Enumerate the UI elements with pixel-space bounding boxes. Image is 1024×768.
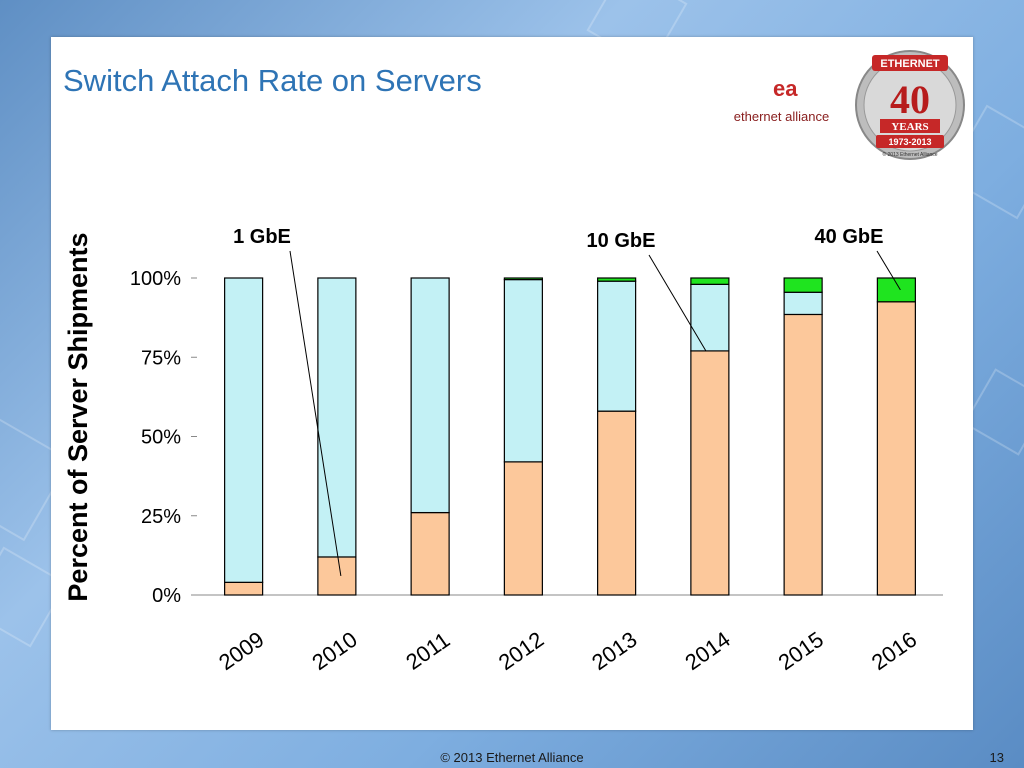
badge-range-ribbon (876, 135, 944, 148)
bar-10gbe-2009 (224, 277, 264, 583)
slide-title: Switch Attach Rate on Servers (63, 63, 482, 98)
bar-1gbe-2009 (224, 581, 264, 596)
copyright-text: © 2013 Ethernet Alliance (440, 750, 584, 765)
bar-1gbe-2012 (503, 461, 543, 596)
x-tick-label: 2013 (587, 627, 641, 676)
badge-years-ribbon (880, 119, 940, 133)
x-tick-label: 2010 (307, 627, 361, 676)
y-tick-label: 0% (152, 585, 181, 607)
bar-10gbe-2015 (783, 291, 823, 316)
badge-top-text: ETHERNET (880, 58, 940, 70)
bar-1gbe-2014 (690, 350, 730, 596)
legend-label-1gbe: 1 GbE (233, 226, 291, 248)
ethernet-40-years-badge: ETHERNET 40 YEARS 1973-2013 © 2013 Ether… (855, 50, 965, 160)
callout-leader-line (289, 250, 342, 577)
page-number: 13 (989, 750, 1004, 765)
bar-40gbe-2016 (876, 277, 916, 303)
bar-1gbe-2010 (317, 556, 357, 596)
badge-top-ribbon (872, 55, 948, 71)
x-tick-label: 2011 (401, 627, 454, 675)
y-tick-label: 25% (141, 506, 181, 528)
ethernet-alliance-text: ethernet alliance (733, 109, 830, 124)
bar-40gbe-2015 (783, 277, 823, 293)
legend-label-10gbe: 10 GbE (587, 230, 656, 252)
y-tick-label: 50% (141, 427, 181, 449)
bar-1gbe-2013 (597, 410, 637, 596)
x-tick-label: 2012 (494, 627, 548, 676)
bar-1gbe-2015 (783, 313, 823, 596)
x-tick-label: 2016 (867, 627, 921, 676)
bar-40gbe-2012 (503, 277, 543, 281)
badge-years-text: YEARS (891, 121, 928, 133)
footer: © 2013 Ethernet Alliance 13 (0, 748, 1024, 768)
bar-10gbe-2013 (597, 280, 637, 412)
bar-40gbe-2013 (597, 277, 637, 282)
y-tick-label: 100% (130, 268, 181, 290)
x-tick-label: 2015 (774, 627, 828, 676)
bar-10gbe-2010 (317, 277, 357, 558)
bar-10gbe-2011 (410, 277, 450, 514)
ea-mark-text: ea (773, 76, 798, 101)
bar-10gbe-2014 (690, 283, 730, 352)
callout-leader-line (648, 254, 707, 352)
ea-logo-icon: ea (764, 72, 798, 106)
bar-10gbe-2012 (503, 278, 543, 463)
x-tick-label: 2014 (680, 627, 734, 676)
ethernet-alliance-logo: ea ethernet alliance (719, 71, 844, 131)
x-tick-label: 2009 (214, 627, 268, 676)
y-tick-label: 75% (141, 347, 181, 369)
bar-1gbe-2011 (410, 511, 450, 596)
legend-label-40gbe: 40 GbE (815, 226, 884, 248)
badge-small-text: © 2013 Ethernet Alliance (882, 151, 937, 158)
bar-1gbe-2016 (876, 301, 916, 596)
callout-leader-line (876, 250, 901, 291)
bar-40gbe-2014 (690, 277, 730, 285)
badge-number: 40 (890, 77, 930, 122)
badge-range-text: 1973-2013 (888, 137, 931, 147)
